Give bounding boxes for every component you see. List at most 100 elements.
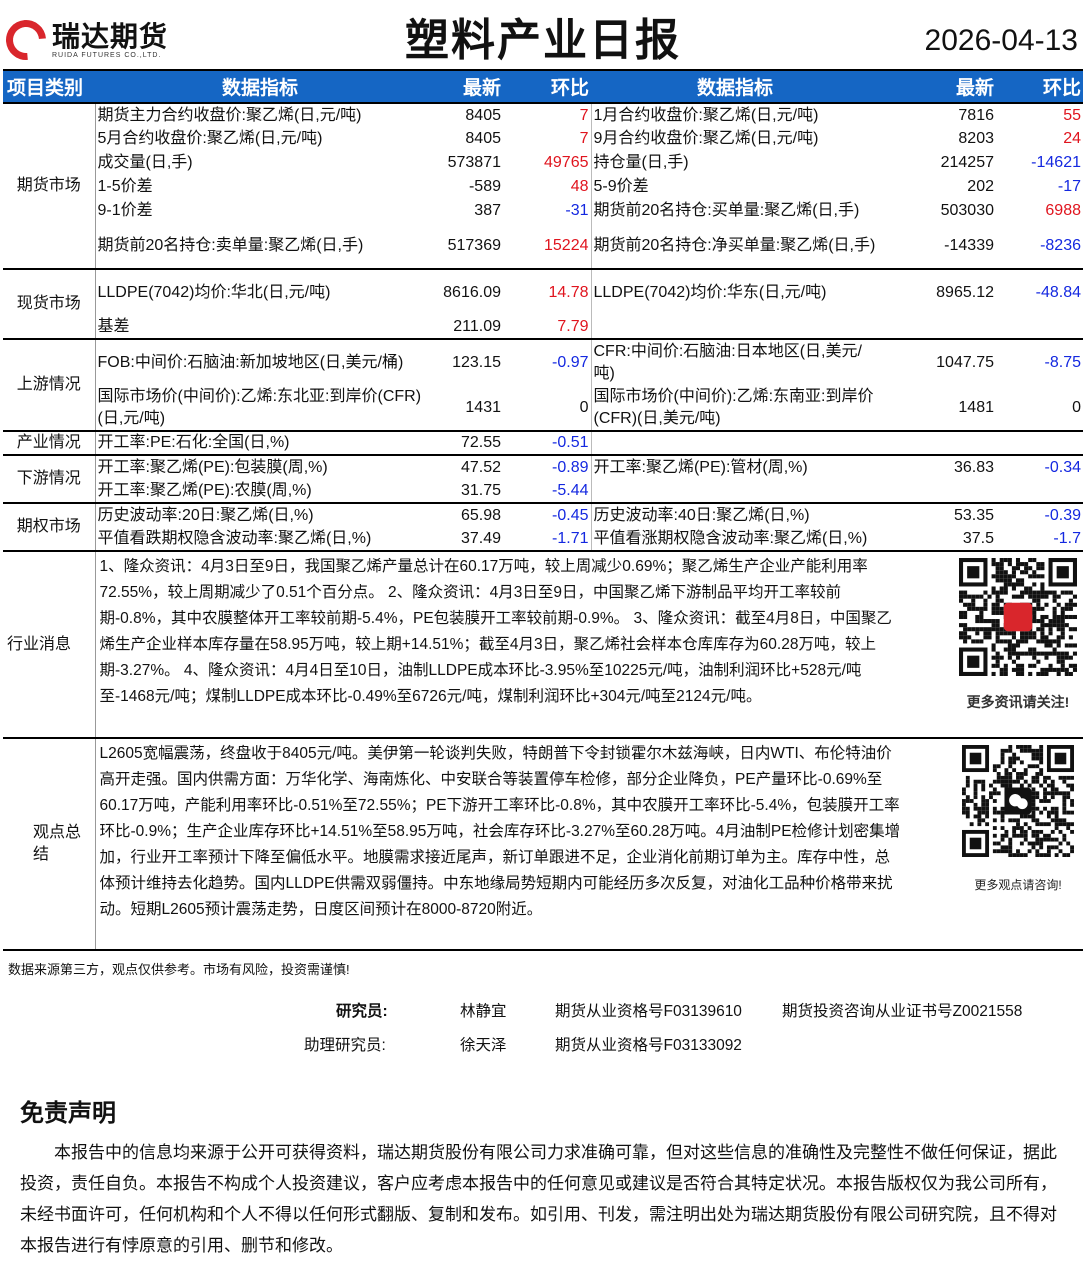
change-value: 7 — [503, 127, 592, 151]
latest-value: 1481 — [958, 398, 994, 416]
change-value — [996, 315, 1083, 339]
news-text: 1、隆众资讯：4月3日至9日，我国聚乙烯产量总计在60.17万吨，较上周减少0.… — [95, 550, 996, 738]
change-value: -0.89 — [503, 454, 592, 479]
latest-value: 387 — [474, 202, 501, 219]
change-value: 55 — [996, 102, 1083, 127]
assistant-label: 助理研究员: — [304, 1037, 386, 1054]
researcher-consult-cert: 期货投资咨询从业证书号Z0021558 — [782, 1003, 1023, 1020]
table-row: 基差 211.09 7.79 — [3, 315, 1083, 339]
change-value — [996, 479, 1083, 503]
indicator-name: 持仓量(日,手) — [593, 154, 689, 171]
report-header: 瑞达期货 RUIDA FUTURES CO.,LTD. 塑料产业日报 2026-… — [0, 0, 1086, 69]
indicator-name: 9-1价差 — [97, 202, 153, 219]
header-indicator-2: 数据指标 — [591, 69, 881, 103]
change-value: 14.78 — [503, 268, 592, 315]
disclaimer-text: 本报告中的信息均来源于公开可获得资料，瑞达期货股份有限公司力求准确可靠，但对这些… — [20, 1143, 1057, 1255]
qr-caption: 更多观点请咨询! — [974, 878, 1062, 892]
change-value: -1.7 — [1053, 529, 1081, 547]
latest-value: 72.55 — [425, 430, 503, 455]
latest-value: 8965.12 — [881, 268, 996, 315]
change-value: 7.79 — [503, 315, 592, 339]
latest-value: 211.09 — [453, 317, 501, 335]
change-value: 7 — [503, 102, 592, 127]
indicator-name: 期货主力合约收盘价:聚乙烯(日,元/吨) — [95, 102, 425, 127]
indicator-name: 国际市场价(中间价):乙烯:东北亚:到岸价(CFR)(日,元/吨) — [97, 387, 422, 427]
qr-code-icon — [958, 745, 1078, 864]
logo-mark-icon — [0, 11, 55, 69]
latest-value — [881, 315, 996, 339]
table-bottom-border — [3, 949, 1083, 952]
category-cell: 观点总结 — [3, 737, 96, 950]
indicator-name: 期货前20名持仓:卖单量:聚乙烯(日,手) — [97, 236, 364, 254]
latest-value: 8405 — [465, 130, 501, 147]
change-value: 0 — [1072, 398, 1081, 416]
table-row: 期权市场 历史波动率:20日:聚乙烯(日,%) 65.98 -0.45 历史波动率:40… — [3, 502, 1083, 551]
indicator-name: 5-9价差 — [593, 178, 649, 195]
indicator-name: 开工率:聚乙烯(PE):管材(周,%) — [591, 454, 881, 479]
change-value: 48 — [503, 175, 592, 199]
indicator-name: 期货前20名持仓:买单量:聚乙烯(日,手) — [593, 202, 860, 219]
table-row: 期货前20名持仓:卖单量:聚乙烯(日,手) 517369 15224 期货前20名持仓… — [3, 223, 1083, 269]
view-row: 观点总结 L2605宽幅震荡，终盘收于8405元/吨。美伊第一轮谈判失败，特朗普下… — [3, 737, 1083, 950]
category-cell: 现货市场 — [3, 268, 96, 339]
category-cell: 期权市场 — [3, 502, 96, 551]
qr-code-icon — [958, 558, 1078, 683]
indicator-name: 历史波动率:20日:聚乙烯(日,%) — [95, 502, 425, 527]
indicator-name: 成交量(日,手) — [97, 154, 193, 171]
indicator-name — [591, 315, 881, 339]
change-value: -0.97 — [503, 338, 592, 385]
company-logo: 瑞达期货 RUIDA FUTURES CO.,LTD. — [0, 11, 169, 69]
indicator-name: FOB:中间价:石脑油:新加坡地区(日,美元/桶) — [95, 338, 425, 385]
assistant-name: 徐天泽 — [460, 1037, 507, 1054]
indicator-name: 开工率:聚乙烯(PE):包装膜(周,%) — [95, 454, 425, 479]
indicator-name: 平值看跌期权隐含波动率:聚乙烯(日,%) — [97, 529, 372, 547]
change-value: -0.34 — [996, 454, 1083, 479]
indicator-name: 期货前20名持仓:净买单量:聚乙烯(日,手) — [593, 236, 876, 254]
table-row: 下游情况 开工率:聚乙烯(PE):包装膜(周,%) 47.52 -0.89 开工率:聚乙… — [3, 454, 1083, 503]
indicator-name — [591, 479, 881, 503]
category-cell: 期货市场 — [3, 102, 96, 269]
indicator-name: 开工率:聚乙烯(PE):农膜(周,%) — [97, 481, 312, 499]
latest-value: 53.35 — [881, 502, 996, 527]
change-value: -48.84 — [996, 268, 1083, 315]
category-cell: 产业情况 — [3, 430, 96, 455]
researcher-cert: 期货从业资格号F03139610 — [555, 1003, 742, 1020]
indicator-name: 平值看涨期权隐含波动率:聚乙烯(日,%) — [593, 529, 868, 547]
change-value: -0.51 — [503, 430, 592, 455]
latest-value: 573871 — [447, 154, 501, 171]
source-note: 数据来源第三方，观点仅供参考。市场有风险，投资需谨慎! — [8, 962, 350, 977]
header-change-2: 环比 — [996, 69, 1083, 103]
indicator-name: 1-5价差 — [97, 178, 153, 195]
change-value: -17 — [1057, 178, 1081, 195]
table-header: 项目类别 数据指标 最新 环比 数据指标 最新 环比 — [3, 69, 1083, 103]
table-row: 现货市场 LLDPE(7042)均价:华北(日,元/吨) 8616.09 14.78 L… — [3, 268, 1083, 339]
data-table: 项目类别 数据指标 最新 环比 数据指标 最新 环比 期货市场 期货主力合约收盘价:聚乙烯(日… — [3, 69, 1083, 952]
change-value: -14621 — [1031, 154, 1081, 171]
header-category: 项目类别 — [3, 69, 95, 103]
change-value: -5.44 — [503, 479, 592, 503]
latest-value: 31.75 — [460, 481, 501, 499]
table-row: 国际市场价(中间价):乙烯:东北亚:到岸价(CFR)(日,元/吨) 1431 0 国际… — [3, 385, 1083, 431]
latest-value: 1431 — [465, 398, 501, 416]
indicator-name — [591, 430, 881, 455]
qr-caption: 更多资讯请关注! — [966, 694, 1070, 710]
latest-value: 8616.09 — [425, 268, 503, 315]
latest-value: 47.52 — [425, 454, 503, 479]
disclaimer-title: 免责声明 — [20, 1100, 116, 1127]
indicator-name: 1月合约收盘价:聚乙烯(日,元/吨) — [591, 102, 881, 127]
latest-value: 37.5 — [962, 529, 994, 547]
change-value: 6988 — [1045, 202, 1081, 219]
indicator-name: 9月合约收盘价:聚乙烯(日,元/吨) — [593, 130, 819, 147]
report-footer: 数据来源第三方，观点仅供参考。市场有风险，投资需谨慎! 研究员: 林静宜 期货从… — [0, 953, 1086, 1255]
indicator-name: 国际市场价(中间价):乙烯:东南亚:到岸价(CFR)(日,美元/吨) — [593, 387, 874, 427]
latest-value: 214257 — [940, 154, 994, 171]
change-value: 49765 — [503, 151, 592, 175]
indicator-name: 开工率:PE:石化:全国(日,%) — [95, 430, 425, 455]
latest-value: 1047.75 — [881, 338, 996, 385]
logo-name: 瑞达期货 — [52, 20, 169, 52]
change-value — [996, 430, 1083, 455]
latest-value: 202 — [967, 178, 994, 195]
researcher-name: 林静宜 — [460, 1003, 507, 1020]
table-row: 1-5价差 -589 48 5-9价差 202 -17 — [3, 175, 1083, 199]
table-row: 5月合约收盘价:聚乙烯(日,元/吨) 8405 7 9月合约收盘价:聚乙烯(日,元/吨… — [3, 127, 1083, 151]
